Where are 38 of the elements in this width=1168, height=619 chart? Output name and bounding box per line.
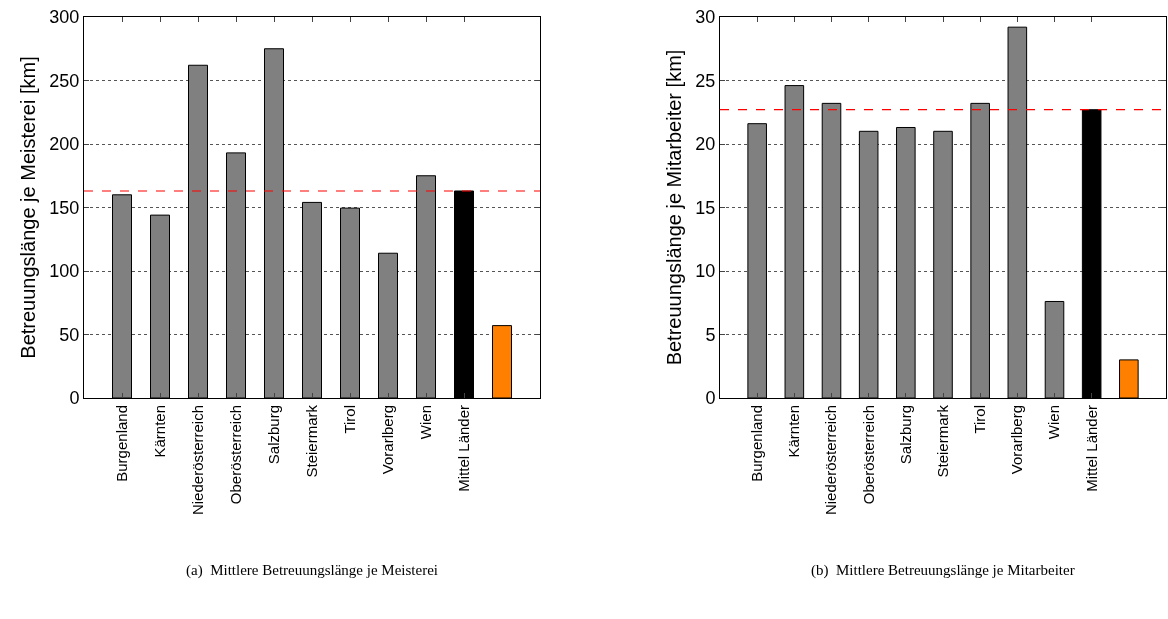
text: (a) Mittlere Betreuungslänge je Meisterei: [186, 562, 438, 579]
x-tick-label: Tirol: [971, 405, 989, 434]
x-tick-label: Mittel Länder: [454, 405, 472, 492]
y-tick-label: 250: [49, 70, 80, 91]
text: (b) Mittlere Betreuungslänge je Mitarbeiter: [811, 562, 1075, 579]
x-tick-label: Wien: [1045, 405, 1063, 440]
x-tick-label: Niederösterreich: [822, 405, 840, 516]
y-axis-title: Betreuungslänge je Mitarbeiter [km]: [662, 49, 685, 366]
y-tick-label: 5: [705, 324, 716, 345]
x-tick-label: Tirol: [340, 405, 358, 434]
x-tick-label: Burgenland: [112, 405, 130, 482]
x-tick-label: Salzburg: [896, 405, 914, 465]
y-tick-label: 0: [69, 388, 80, 409]
y-tick-label: 15: [695, 197, 716, 218]
x-tick-label: Oberösterreich: [226, 405, 244, 505]
x-tick-label: Kärnten: [150, 405, 168, 458]
y-tick-label: 150: [49, 197, 80, 218]
x-tick-label: Steiermark: [933, 404, 951, 478]
y-tick-label: 25: [695, 70, 716, 91]
x-tick-label: Wien: [416, 405, 434, 440]
y-tick-label: 20: [695, 134, 716, 155]
x-tick-label: Kärnten: [785, 405, 803, 458]
x-tick-label: Salzburg: [264, 405, 282, 465]
x-tick-label: Vorarlberg: [1008, 405, 1026, 475]
x-tick-label: Steiermark: [302, 404, 320, 478]
y-tick-label: 300: [49, 7, 80, 28]
x-tick-label: Oberösterreich: [859, 405, 877, 505]
y-tick-label: 0: [705, 388, 716, 409]
y-tick-label: 100: [49, 261, 80, 282]
x-tick-label: Mittel Länder: [1082, 405, 1100, 492]
x-tick-label: Vorarlberg: [378, 405, 396, 475]
x-tick-label: Burgenland: [748, 405, 766, 482]
y-tick-label: 30: [695, 7, 716, 28]
y-tick-label: 10: [695, 261, 716, 282]
y-tick-label: 50: [59, 324, 80, 345]
y-axis-title: Betreuungslänge je Meisterei [km]: [16, 56, 39, 359]
y-tick-label: 200: [49, 134, 80, 155]
x-tick-label: Niederösterreich: [188, 405, 206, 516]
